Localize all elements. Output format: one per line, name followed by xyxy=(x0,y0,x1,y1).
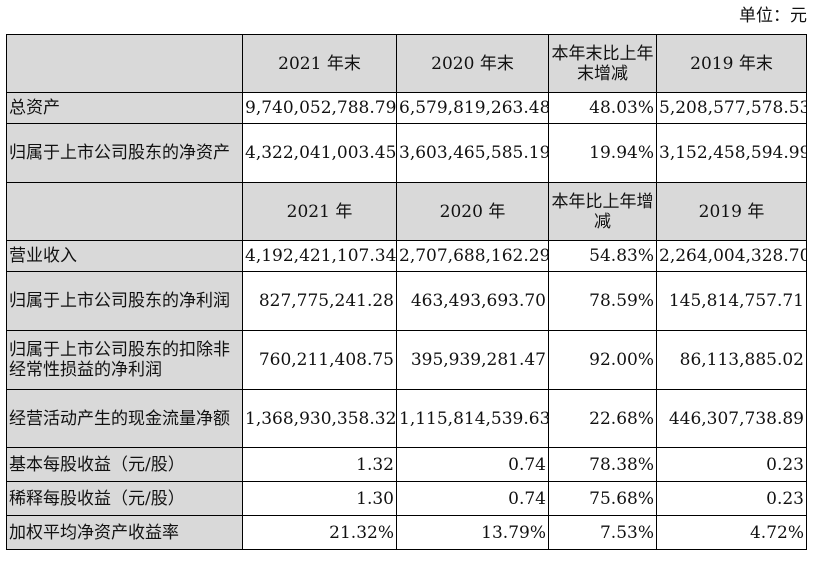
header-row-income: 2021 年 2020 年 本年比上年增减 2019 年 xyxy=(6,182,807,241)
table-row: 归属于上市公司股东的净利润 827,775,241.28 463,493,693… xyxy=(6,271,807,331)
table-row: 基本每股收益（元/股） 1.32 0.74 78.38% 0.23 xyxy=(6,447,807,482)
row-label: 加权平均净资产收益率 xyxy=(6,515,243,550)
cell-2020: 0.74 xyxy=(396,481,549,516)
cell-2020: 395,939,281.47 xyxy=(396,330,549,390)
cell-change: 7.53% xyxy=(548,515,657,550)
row-label: 经营活动产生的现金流量净额 xyxy=(6,389,243,448)
cell-2020: 463,493,693.70 xyxy=(396,271,549,331)
cell-2019: 145,814,757.71 xyxy=(656,271,807,331)
row-label: 归属于上市公司股东的扣除非经常性损益的净利润 xyxy=(6,330,243,390)
row-label: 归属于上市公司股东的净资产 xyxy=(6,123,243,183)
cell-2021: 1.32 xyxy=(242,447,397,482)
cell-change: 92.00% xyxy=(548,330,657,390)
cell-2020: 2,707,688,162.29 xyxy=(396,240,549,272)
header-cell-2019-end: 2019 年末 xyxy=(656,34,807,93)
cell-2021: 4,322,041,003.45 xyxy=(242,123,397,183)
table-row: 归属于上市公司股东的扣除非经常性损益的净利润 760,211,408.75 39… xyxy=(6,330,807,390)
table-row: 营业收入 4,192,421,107.34 2,707,688,162.29 5… xyxy=(6,240,807,272)
header-cell-2019: 2019 年 xyxy=(656,182,807,241)
header-cell-2021: 2021 年 xyxy=(242,182,397,241)
row-label: 稀释每股收益（元/股） xyxy=(6,481,243,516)
cell-2020: 1,115,814,539.63 xyxy=(396,389,549,448)
cell-change: 54.83% xyxy=(548,240,657,272)
table-row: 加权平均净资产收益率 21.32% 13.79% 7.53% 4.72% xyxy=(6,515,807,550)
header-cell-2020: 2020 年 xyxy=(396,182,549,241)
unit-label: 单位：元 xyxy=(739,6,807,26)
cell-2019: 0.23 xyxy=(656,447,807,482)
header-cell-2021-end: 2021 年末 xyxy=(242,34,397,93)
table-row: 经营活动产生的现金流量净额 1,368,930,358.32 1,115,814… xyxy=(6,389,807,448)
cell-2020: 0.74 xyxy=(396,447,549,482)
cell-change: 22.68% xyxy=(548,389,657,448)
header-cell-change-end: 本年末比上年末增减 xyxy=(548,34,657,93)
cell-2021: 1.30 xyxy=(242,481,397,516)
table-row: 稀释每股收益（元/股） 1.30 0.74 75.68% 0.23 xyxy=(6,481,807,516)
cell-change: 78.59% xyxy=(548,271,657,331)
cell-change: 78.38% xyxy=(548,447,657,482)
cell-2019: 0.23 xyxy=(656,481,807,516)
header-row-balance: 2021 年末 2020 年末 本年末比上年末增减 2019 年末 xyxy=(6,34,807,93)
cell-2019: 4.72% xyxy=(656,515,807,550)
row-label: 基本每股收益（元/股） xyxy=(6,447,243,482)
cell-2021: 1,368,930,358.32 xyxy=(242,389,397,448)
cell-2019: 446,307,738.89 xyxy=(656,389,807,448)
cell-2021: 827,775,241.28 xyxy=(242,271,397,331)
cell-2021: 760,211,408.75 xyxy=(242,330,397,390)
cell-2019: 86,113,885.02 xyxy=(656,330,807,390)
financial-summary-table: 2021 年末 2020 年末 本年末比上年末增减 2019 年末 总资产 9,… xyxy=(6,34,807,550)
cell-2020: 6,579,819,263.48 xyxy=(396,92,549,124)
table-row: 归属于上市公司股东的净资产 4,322,041,003.45 3,603,465… xyxy=(6,123,807,183)
row-label: 营业收入 xyxy=(6,240,243,272)
cell-change: 19.94% xyxy=(548,123,657,183)
cell-2019: 2,264,004,328.70 xyxy=(656,240,807,272)
row-label: 归属于上市公司股东的净利润 xyxy=(6,271,243,331)
header-cell-2020-end: 2020 年末 xyxy=(396,34,549,93)
row-label: 总资产 xyxy=(6,92,243,124)
cell-change: 48.03% xyxy=(548,92,657,124)
cell-2021: 4,192,421,107.34 xyxy=(242,240,397,272)
header-cell-blank xyxy=(6,182,243,241)
cell-2020: 13.79% xyxy=(396,515,549,550)
header-cell-blank xyxy=(6,34,243,93)
cell-2021: 21.32% xyxy=(242,515,397,550)
cell-2020: 3,603,465,585.19 xyxy=(396,123,549,183)
header-cell-change: 本年比上年增减 xyxy=(548,182,657,241)
table-row: 总资产 9,740,052,788.79 6,579,819,263.48 48… xyxy=(6,92,807,124)
cell-2021: 9,740,052,788.79 xyxy=(242,92,397,124)
cell-change: 75.68% xyxy=(548,481,657,516)
cell-2019: 5,208,577,578.53 xyxy=(656,92,807,124)
cell-2019: 3,152,458,594.99 xyxy=(656,123,807,183)
